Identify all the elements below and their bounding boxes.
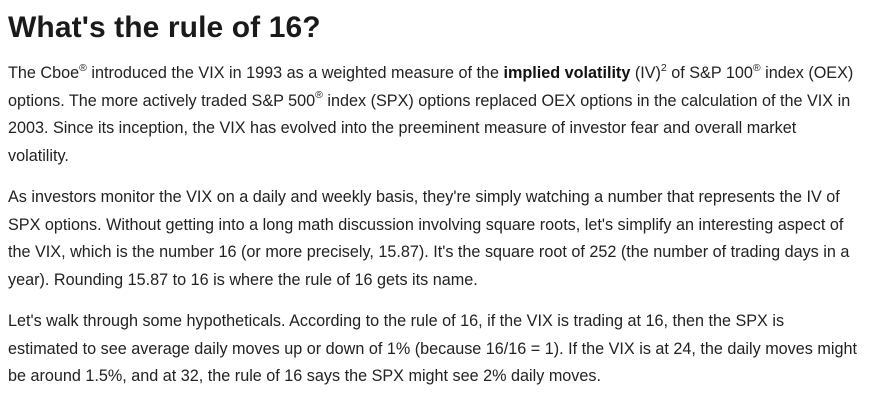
paragraph-number-16: As investors monitor the VIX on a daily … xyxy=(8,188,850,289)
text-segment: introduced the VIX in 1993 as a weighted… xyxy=(86,64,504,82)
registered-mark: ® xyxy=(315,89,323,102)
article-title: What's the rule of 16? xyxy=(8,11,321,44)
text-segment: of S&P 100 xyxy=(666,64,753,82)
registered-mark: ® xyxy=(752,61,761,74)
paragraph-hypotheticals: Let's walk through some hypotheticals. A… xyxy=(8,312,857,385)
text-segment: index (OEX) options. The more actively t… xyxy=(8,64,854,110)
squared-superscript: 2 xyxy=(660,61,667,74)
implied-volatility-term: implied volatility xyxy=(503,64,631,82)
paragraph-vix-history: The Cboe® introduced the VIX in 1993 as … xyxy=(8,60,858,170)
article: What's the rule of 16? The Cboe® introdu… xyxy=(8,11,858,385)
text-segment: (IV) xyxy=(630,64,661,82)
registered-mark: ® xyxy=(79,61,87,74)
text-segment: index (SPX) options replaced OEX options… xyxy=(8,91,851,165)
text-segment: The Cboe xyxy=(8,64,80,82)
